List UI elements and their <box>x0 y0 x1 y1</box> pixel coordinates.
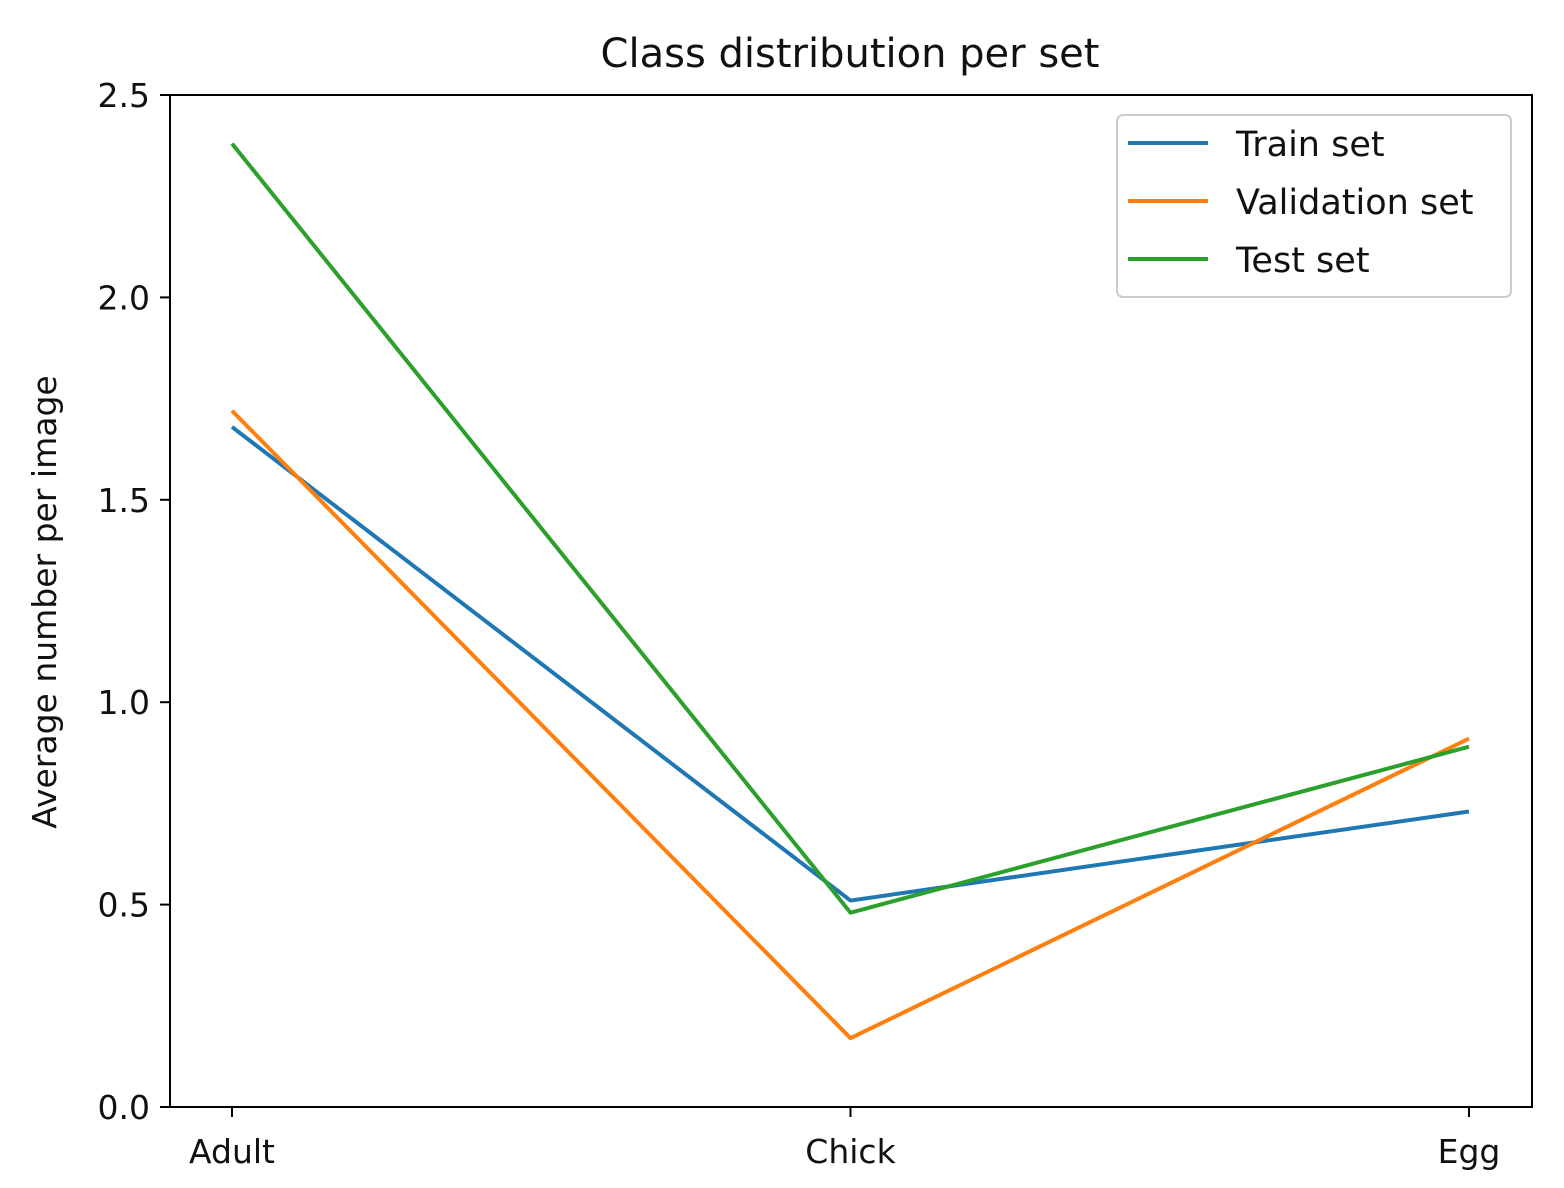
legend-label: Test set <box>1235 241 1370 281</box>
legend: Train set Validation set Test set <box>1116 114 1512 298</box>
x-tick-label: Chick <box>805 1132 896 1171</box>
legend-label: Validation set <box>1236 183 1473 223</box>
y-tick-label: 1.5 <box>98 481 150 520</box>
x-axis-ticks: Adult Chick Egg <box>189 1107 1500 1171</box>
y-tick-label: 2.0 <box>98 278 150 317</box>
y-axis-ticks: 0.0 0.5 1.0 1.5 2.0 2.5 <box>98 76 170 1127</box>
y-tick-label: 0.0 <box>98 1088 150 1127</box>
legend-label: Train set <box>1235 125 1385 165</box>
y-tick-label: 0.5 <box>98 886 150 925</box>
y-tick-label: 1.0 <box>98 683 150 722</box>
series-line-2 <box>230 409 1470 1041</box>
y-axis-label: Average number per image <box>25 375 64 828</box>
series-line-3 <box>230 142 1470 915</box>
chart-title: Class distribution per set <box>601 31 1100 77</box>
series-layer <box>230 142 1470 1041</box>
series-line-1 <box>230 425 1470 903</box>
x-tick-label: Egg <box>1438 1132 1501 1171</box>
legend-box <box>1116 114 1512 298</box>
x-tick-label: Adult <box>189 1132 275 1171</box>
legend-items: Train set Validation set Test set <box>1128 125 1473 281</box>
y-tick-label: 2.5 <box>98 76 150 115</box>
